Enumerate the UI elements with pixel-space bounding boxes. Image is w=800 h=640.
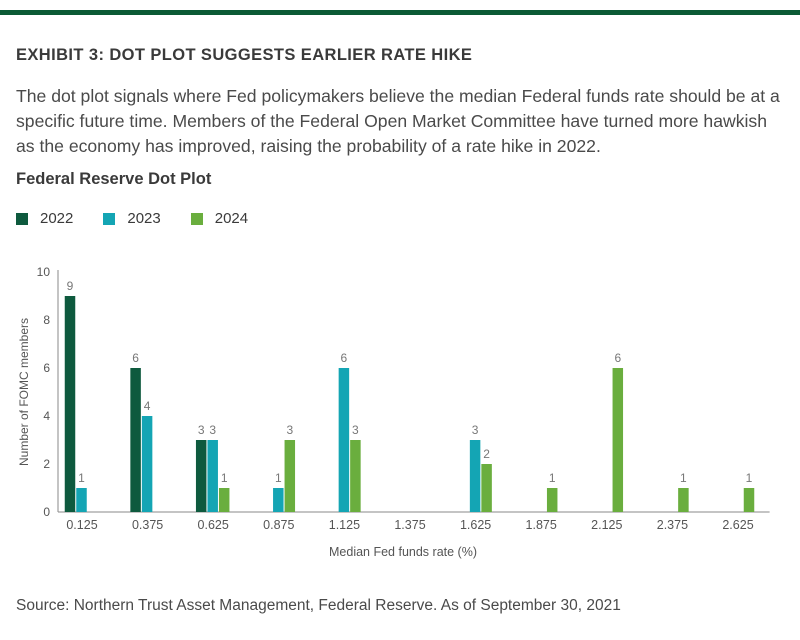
data-label: 6: [614, 351, 621, 365]
legend-label-2024: 2024: [214, 210, 249, 227]
data-label: 6: [341, 351, 348, 365]
y-tick-label: 6: [43, 361, 50, 375]
x-tick-label: 2.375: [657, 518, 688, 532]
source-note: Source: Northern Trust Asset Management,…: [16, 597, 621, 614]
data-label: 3: [352, 423, 359, 437]
bar-2022-0.375: [130, 368, 141, 512]
data-label: 9: [67, 279, 74, 293]
data-label: 1: [680, 471, 687, 485]
bar-2023-0.625: [207, 440, 218, 512]
y-tick-label: 4: [43, 409, 50, 423]
chart-title: Federal Reserve Dot Plot: [16, 170, 212, 188]
legend-label-2023: 2023: [127, 210, 161, 227]
legend-swatch-2022: [16, 212, 28, 225]
x-tick-label: 1.625: [460, 518, 491, 532]
x-tick-label: 2.625: [722, 518, 753, 532]
bar-2024-1.625: [481, 464, 492, 512]
x-tick-label: 0.375: [132, 518, 163, 532]
intro-paragraph: The dot plot signals where Fed policymak…: [16, 86, 780, 156]
legend-item-2024: 2024: [190, 210, 249, 227]
bar-2023-0.375: [141, 416, 153, 512]
x-tick-label: 0.875: [263, 518, 294, 532]
bar-2023-0.875: [273, 488, 284, 512]
x-axis-title: Median Fed funds rate (%): [329, 545, 477, 559]
x-tick-label: 1.375: [394, 518, 425, 532]
top-rule: [0, 10, 800, 15]
exhibit-title: EXHIBIT 3: DOT PLOT SUGGESTS EARLIER RAT…: [16, 46, 473, 64]
legend-swatch-2024: [190, 212, 203, 225]
data-label: 2: [483, 447, 490, 461]
bar-2024-0.625: [218, 488, 230, 512]
x-tick-label: 1.125: [329, 518, 360, 532]
legend-item-2023: 2023: [103, 210, 161, 227]
x-tick-label: 0.125: [66, 518, 97, 532]
x-tick-label: 0.625: [198, 518, 229, 532]
y-tick-label: 2: [43, 457, 50, 471]
bar-2024-1.125: [350, 440, 361, 512]
data-label: 3: [198, 423, 205, 437]
chart-legend: 2022 2023 2024: [16, 210, 278, 227]
y-tick-label: 8: [43, 313, 50, 327]
x-tick-label: 1.875: [526, 518, 557, 532]
x-tick-label: 2.125: [591, 518, 622, 532]
y-tick-label: 10: [37, 265, 51, 279]
data-label: 3: [472, 423, 479, 437]
bar-2024-2.125: [612, 368, 624, 512]
data-label: 1: [78, 471, 85, 485]
y-tick-label: 0: [43, 505, 50, 519]
bar-2022-0.125: [64, 296, 76, 512]
bar-2022-0.625: [195, 440, 207, 512]
legend-item-2022: 2022: [16, 210, 73, 227]
dot-plot-chart: 0 2 4 6 8 10 Number of FOMC members 9 1 0.125 6 4 0.…: [17, 265, 770, 559]
legend-swatch-2023: [103, 212, 116, 225]
bar-2023-1.125: [338, 368, 350, 512]
bar-2024-0.875: [284, 440, 296, 512]
y-axis-title: Number of FOMC members: [17, 318, 31, 466]
bar-2024-2.375: [678, 488, 689, 512]
data-label: 1: [275, 471, 282, 485]
bar-2023-1.625: [469, 440, 481, 512]
data-label: 3: [286, 423, 293, 437]
legend-label-2022: 2022: [40, 210, 74, 227]
data-label: 6: [132, 351, 139, 365]
bar-2024-2.625: [743, 488, 755, 512]
data-label: 4: [144, 399, 151, 413]
bar-2024-1.875: [546, 488, 558, 512]
data-label: 3: [209, 423, 216, 437]
data-label: 1: [549, 471, 556, 485]
data-label: 1: [746, 471, 753, 485]
bar-2023-0.125: [76, 488, 87, 512]
data-label: 1: [221, 471, 228, 485]
